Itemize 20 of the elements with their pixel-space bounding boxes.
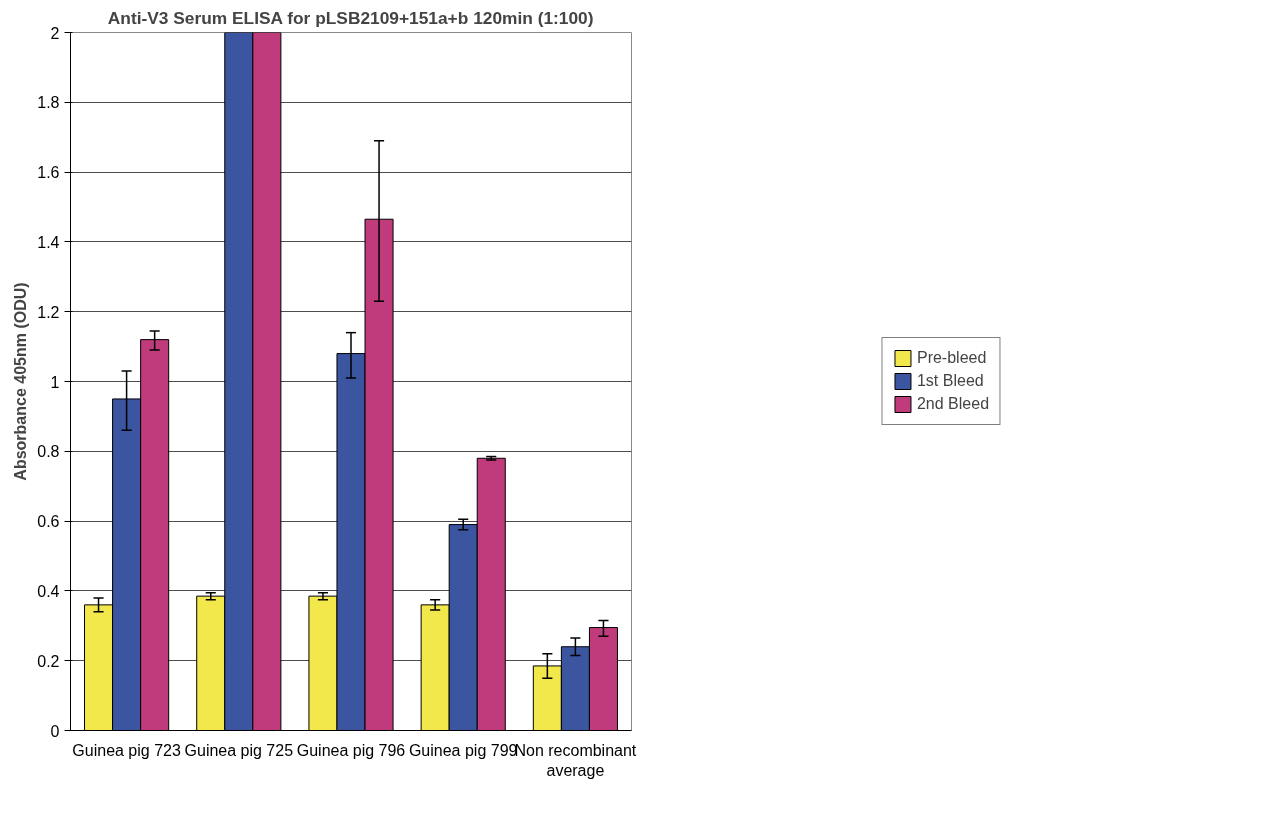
x-tick-label: Guinea pig 796 <box>296 741 406 759</box>
y-tick-label: 0.2 <box>37 652 60 670</box>
y-tick-label: 0.8 <box>37 443 60 461</box>
chart-title: Anti-V3 Serum ELISA for pLSB2109+151a+b 120min (1:100) <box>107 7 594 28</box>
y-tick-label: 0 <box>50 722 60 740</box>
y-tick-label: 0.4 <box>37 582 60 600</box>
legend-label: 1st Bleed <box>916 372 984 390</box>
x-tick-label: Guinea pig 723 <box>72 741 181 759</box>
y-axis-title: Absorbance 405nm (ODU) <box>12 282 30 481</box>
y-tick-label: 1.4 <box>37 233 60 251</box>
y-tick-label: 0.6 <box>37 513 60 531</box>
legend-label: Pre-bleed <box>916 349 987 367</box>
legend-label: 2nd Bleed <box>916 395 990 413</box>
y-tick-label: 1 <box>50 373 60 391</box>
y-tick-label: 1.2 <box>37 303 60 321</box>
x-tick-label: Non recombinant average <box>514 741 637 779</box>
y-tick-label: 1.6 <box>37 164 60 182</box>
y-tick-label: 2 <box>50 24 60 42</box>
x-tick-label: Guinea pig 725 <box>184 741 294 759</box>
y-tick-label: 1.8 <box>37 94 60 112</box>
